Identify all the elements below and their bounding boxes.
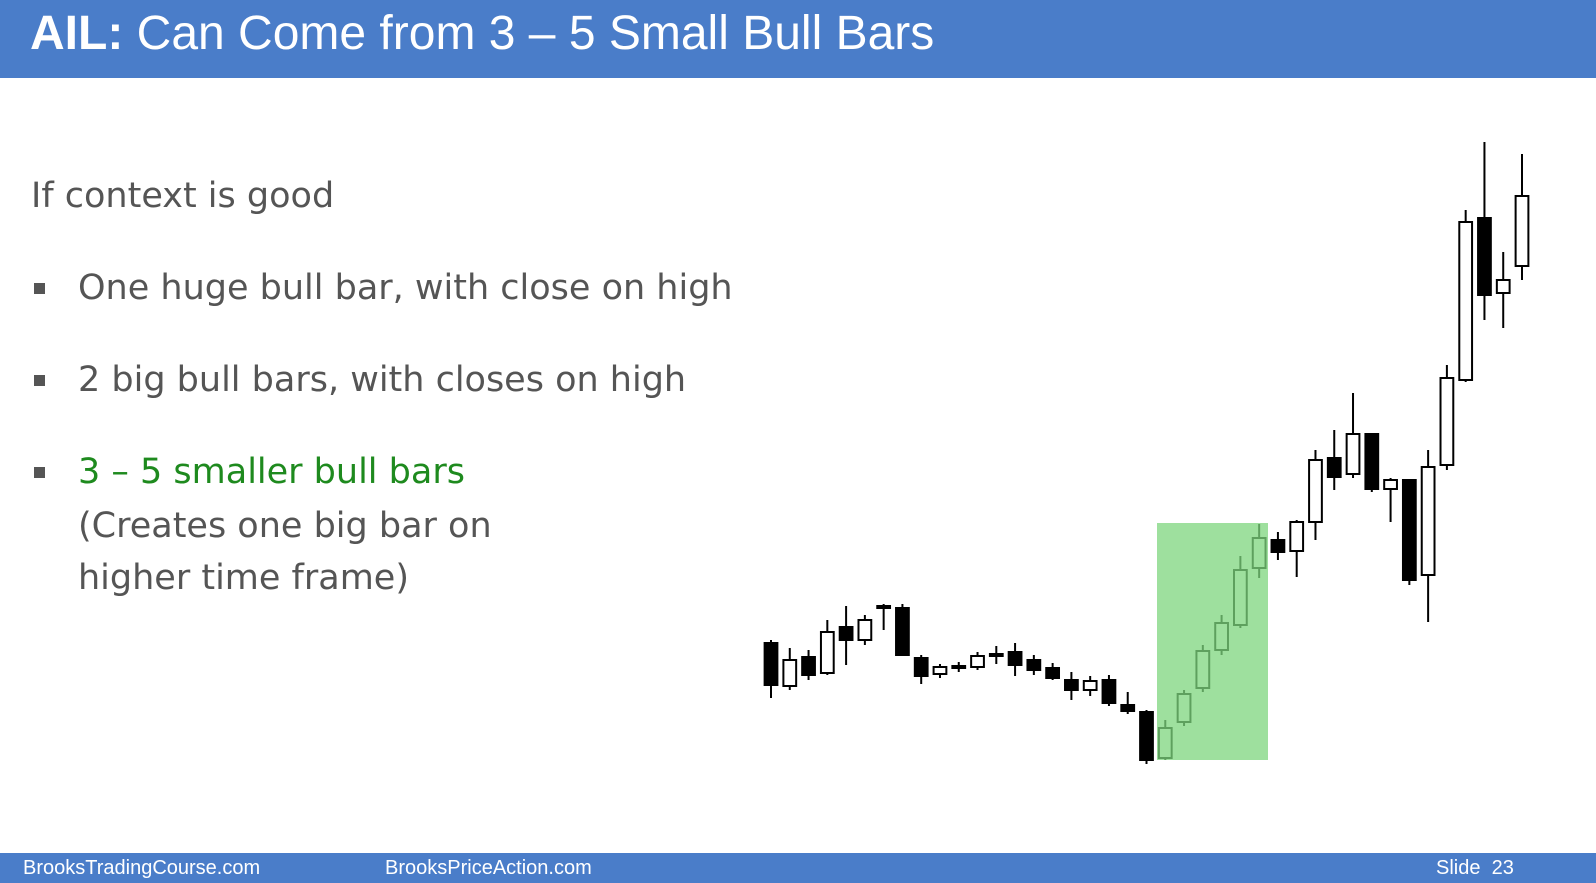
footer-bar: BrooksTradingCourse.com BrooksPriceActio…	[0, 853, 1596, 883]
candle-body	[970, 655, 985, 668]
candle-body	[819, 631, 835, 674]
slide-label: Slide	[1436, 857, 1481, 879]
candle-body	[1364, 433, 1380, 490]
footer-link: BrooksTradingCourse.com	[23, 857, 261, 879]
candle-body	[932, 666, 948, 675]
candle-body	[1045, 667, 1061, 679]
candle-body	[951, 665, 967, 669]
candle-body	[1007, 651, 1023, 666]
candle-body	[1308, 459, 1323, 523]
header-bar: AIL: Can Come from 3 – 5 Small Bull Bars	[0, 0, 1596, 78]
candle-body	[1458, 221, 1474, 381]
title-prefix: AIL:	[30, 7, 124, 60]
note-line: higher time frame)	[78, 558, 409, 598]
candle-body	[801, 656, 816, 676]
candle-body	[763, 642, 779, 686]
bullet-icon	[34, 375, 45, 386]
candle-body	[1477, 217, 1492, 296]
candle-body	[1495, 279, 1511, 294]
candle-body	[1082, 680, 1098, 691]
candle-body	[1420, 466, 1436, 576]
note-line: (Creates one big bar on	[78, 506, 492, 546]
slide-number: Slide 23	[1436, 857, 1514, 880]
candle-body	[988, 653, 1004, 657]
bullet-highlight: 3 – 5 smaller bull bars	[78, 452, 465, 492]
candle-body	[838, 626, 854, 641]
candle-body	[1120, 704, 1136, 712]
candle-body	[1101, 679, 1117, 704]
title-text: Can Come from 3 – 5 Small Bull Bars	[136, 7, 935, 60]
bullet-icon	[34, 467, 45, 478]
footer-link: BrooksPriceAction.com	[385, 857, 592, 879]
candle-body	[1345, 433, 1361, 475]
candle-body	[857, 619, 873, 641]
bullet-icon	[34, 283, 45, 294]
candle-body	[1289, 521, 1305, 552]
candle-body	[1326, 457, 1342, 478]
candle-body	[1139, 711, 1154, 761]
candle-body	[876, 605, 892, 609]
highlight-region	[1157, 523, 1268, 760]
candle-body	[1401, 479, 1417, 581]
candle-body	[895, 607, 910, 656]
candle-body	[913, 657, 929, 677]
candle-body	[782, 659, 798, 687]
intro: If context is good	[31, 176, 335, 216]
slide-number-value: 23	[1491, 857, 1514, 879]
slide-title: AIL: Can Come from 3 – 5 Small Bull Bars	[30, 6, 934, 61]
candle-body	[1270, 539, 1286, 553]
candle-body	[1064, 679, 1079, 691]
candle-body	[1026, 659, 1042, 671]
candle-body	[1439, 377, 1455, 466]
bullet: One huge bull bar, with close on high	[78, 268, 733, 308]
candle-body	[1514, 195, 1530, 267]
bullet: 2 big bull bars, with closes on high	[78, 360, 687, 400]
candle-body	[1383, 479, 1398, 490]
